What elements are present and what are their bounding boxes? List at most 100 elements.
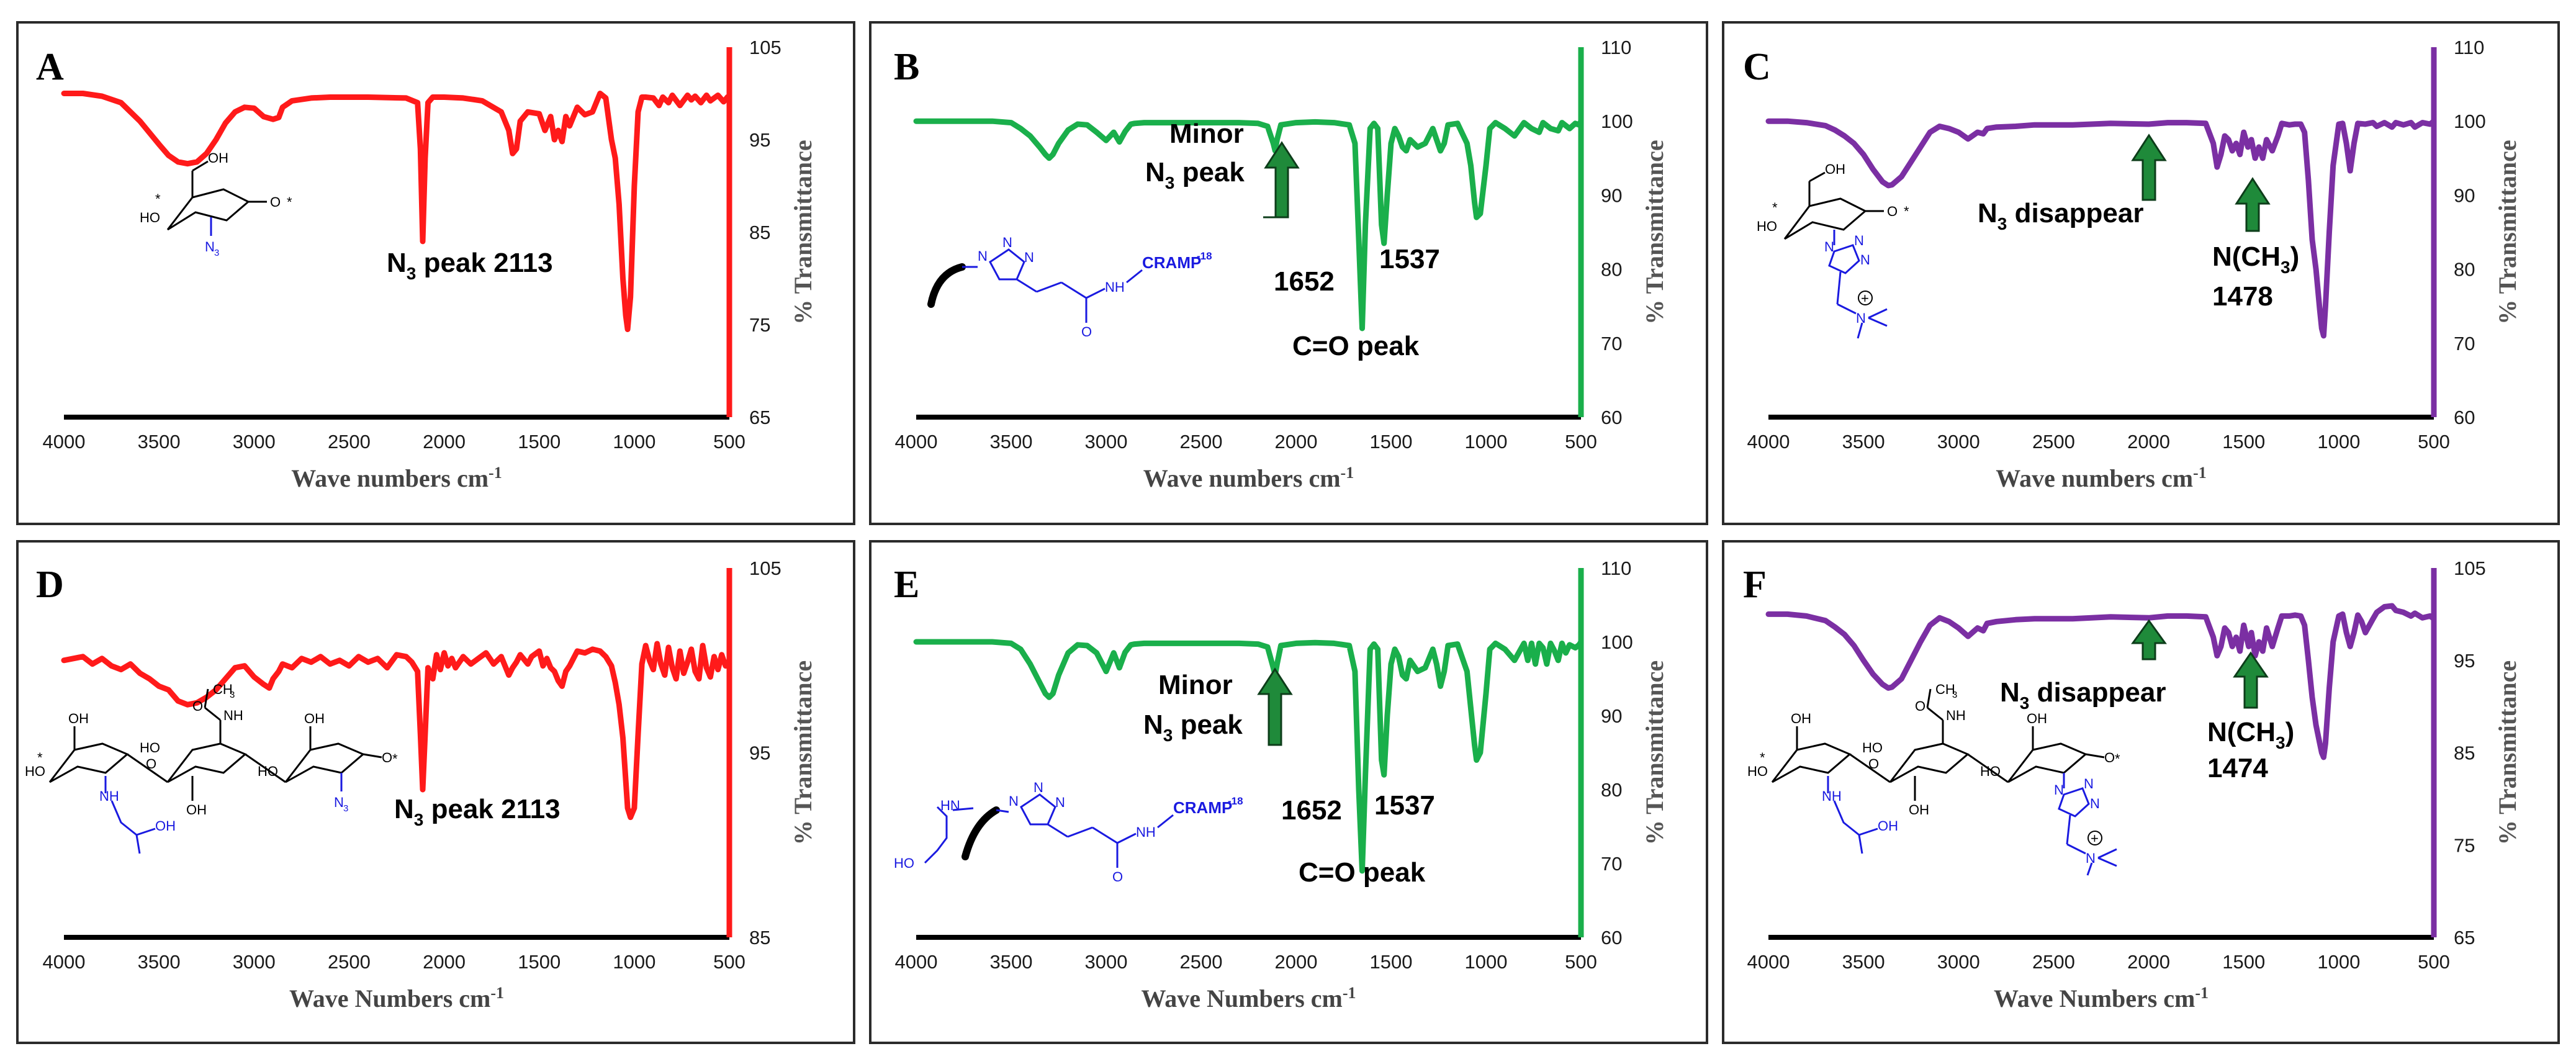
panel-e-bond: [952, 807, 974, 811]
panel-e-chain: [924, 806, 948, 864]
panel-e-x-axis-label: Wave Numbers cm-1: [1141, 984, 1356, 1012]
panel-a-x-tick-label: 2000: [423, 431, 466, 453]
panel-e-label: E: [894, 564, 919, 606]
panel-d-frame: [16, 540, 855, 1044]
panel-f-x-axis-label: Wave Numbers cm-1: [1994, 984, 2209, 1012]
panel-a-structure: OH HO N 3 O * *: [140, 150, 292, 258]
panel-f-bond: [1858, 834, 1863, 854]
panel-d-glyco2: [245, 753, 286, 783]
panel-f-y-tick-label: 65: [2454, 927, 2475, 949]
panel-f-bond: [2085, 753, 2105, 759]
panel-e-cramp-sup: -18: [1228, 795, 1243, 807]
panel-f-bond: [2097, 848, 2117, 859]
panel-f-ch-sub: 3: [1952, 690, 1957, 700]
panel-e-y-tick-label: 90: [1601, 705, 1622, 727]
panel-d-y-tick-label: 95: [749, 742, 770, 764]
panel-c-bond: [1809, 171, 1826, 183]
panel-c-bond: [1868, 317, 1888, 327]
panel-e-n3-peak-label: N3 peak: [1143, 710, 1243, 745]
panel-f-bond: [2066, 843, 2086, 855]
panel-c-plus: +: [1861, 291, 1869, 306]
panel-d-bond: [204, 706, 221, 721]
panel-d-n-sub: 3: [343, 803, 348, 814]
panel-b-x-tick-label: 4000: [895, 431, 938, 453]
panel-d-annot-n: N: [394, 794, 414, 824]
panel-f-star1: *: [1760, 750, 1765, 765]
panel-c-x-tick-label: 4000: [1747, 431, 1790, 453]
panel-f-bond: [2097, 857, 2117, 867]
panel-f-spectrum-line: [1765, 603, 2437, 760]
panel-f-x-tick-label: 2000: [2127, 951, 2170, 973]
panel-f-x-tick-label: 2500: [2032, 951, 2075, 973]
panel-d-oh-b: OH: [155, 818, 176, 834]
panel-a-annot-rest: peak 2113: [416, 248, 552, 278]
panel-e-bond: [996, 809, 1009, 813]
panel-b-x-tick-label: 3000: [1085, 431, 1128, 453]
panel-e-bond: [1117, 832, 1137, 844]
panel-a-y-tick-label: 85: [749, 222, 770, 243]
panel-c-x-axis-label: Wave numbers cm-1: [1996, 464, 2206, 492]
panel-d-y-axis-label: % Transmittance: [789, 660, 817, 845]
panel-f-n3-disappear-label: N3 disappear: [2000, 677, 2166, 713]
panel-f-o1: O: [1868, 756, 1879, 772]
panel-c-bond: [1857, 322, 1863, 339]
panel-c-structure: OH HO O N N N N + * *: [1757, 161, 1909, 339]
panel-c-x-tick-label: 2500: [2032, 431, 2075, 453]
panel-b-n3-sub: 3: [1165, 173, 1175, 192]
panel-d-y-tick-label: 85: [749, 927, 770, 949]
panel-d-o2: O: [192, 698, 203, 714]
panel-f-bond: [1926, 688, 1932, 708]
panel-b-frame: [869, 21, 1708, 525]
panel-c-n2: N: [1854, 233, 1864, 248]
panel-e-n3-rest: peak: [1173, 710, 1243, 740]
panel-e-y-tick-label: 60: [1601, 927, 1622, 949]
panel-f-nch3-sub: 3: [2276, 733, 2286, 752]
panel-f-y-tick-label: 95: [2454, 650, 2475, 672]
panel-e-n3-n: N: [1143, 710, 1163, 740]
panel-e-hn: HN: [940, 798, 960, 813]
panel-f-glyco2: [1967, 753, 2009, 783]
panel-b-minor-label: Minor: [1169, 119, 1244, 149]
panel-f-1474-label: 1474: [2207, 753, 2268, 783]
panel-b-surface-curve: [927, 263, 966, 308]
panel-d-bond: [363, 753, 382, 759]
panel-b-n3-n: N: [1145, 157, 1165, 187]
panel-c-nch3-pre: N(CH: [2212, 241, 2281, 272]
panel-f-y-tick-label: 105: [2454, 557, 2486, 579]
panel-f-nh1: NH: [1822, 788, 1842, 804]
panel-d-x-tick-label: 3500: [138, 951, 181, 973]
panel-d-ho1: HO: [25, 764, 45, 779]
panel-b-x-tick-label: 2500: [1180, 431, 1223, 453]
panel-f-oh3: OH: [2027, 711, 2047, 726]
panel-d-annot-rest: peak 2113: [423, 794, 560, 824]
panel-e-bond: [1047, 823, 1068, 838]
panel-b-y-tick-label: 70: [1601, 333, 1622, 354]
panel-e-bond: [1092, 826, 1118, 844]
panel-c-oh: OH: [1825, 161, 1845, 177]
panel-c-nch3-label: N(CH3): [2212, 241, 2299, 277]
panel-b-arrow: [1263, 141, 1300, 219]
panel-e-1652-label: 1652: [1281, 795, 1342, 826]
panel-b-1652-label: 1652: [1274, 266, 1335, 297]
panel-e-bond: [1157, 814, 1174, 829]
panel-a-frame: [16, 21, 855, 525]
panel-e-y-tick-label: 110: [1601, 557, 1631, 579]
panel-c-y-axis-label: % Transmittance: [2493, 140, 2521, 324]
panel-c-frame: [1722, 21, 2560, 525]
panel-d-ch: CH: [213, 682, 233, 697]
panel-b-y-tick-label: 110: [1601, 37, 1631, 58]
panel-b-y-tick-label: 60: [1601, 407, 1622, 428]
panel-e-1537-label: 1537: [1374, 790, 1435, 821]
panel-b-n3: N: [1024, 250, 1034, 265]
panel-f-bond: [2086, 862, 2093, 876]
panel-d-x-tick-label: 2000: [423, 951, 466, 973]
panel-b-nh: NH: [1105, 279, 1125, 295]
panel-f-triazole: [2058, 787, 2090, 818]
panel-a-bond: [192, 160, 209, 172]
